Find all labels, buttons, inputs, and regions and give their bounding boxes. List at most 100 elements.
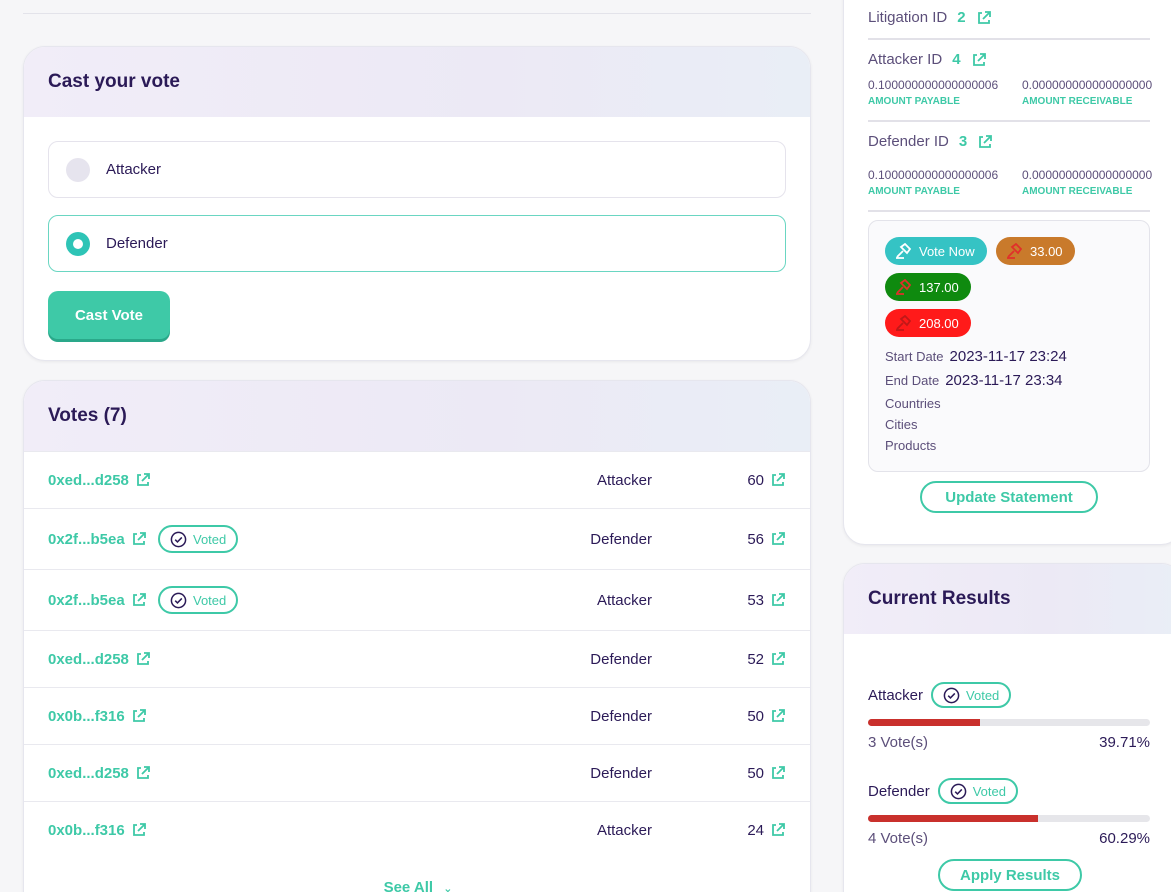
voter-address: 0x0b...f316 [48, 821, 125, 839]
countries-label: Countries [885, 396, 941, 411]
attacker-id-label: Attacker ID [868, 51, 943, 68]
vote-value-link[interactable]: 53 [747, 592, 786, 609]
divider [868, 38, 1150, 40]
current-results-title: Current Results [844, 564, 1171, 634]
vote-side: Attacker [596, 821, 652, 839]
gavel-icon [896, 315, 911, 331]
external-link-icon[interactable] [131, 531, 147, 547]
external-link-icon[interactable] [131, 708, 147, 724]
gavel-icon [896, 279, 911, 295]
vote-value-link[interactable]: 52 [747, 651, 786, 668]
voter-address-link[interactable]: 0x0b...f316 [48, 708, 158, 725]
radio-attacker[interactable] [66, 157, 90, 182]
external-link-icon[interactable] [770, 708, 786, 724]
defender-votes-count: 4 Vote(s) [868, 830, 929, 847]
attacker-progress-bar [868, 719, 1150, 726]
end-date-row: End Date 2023-11-17 23:34 [885, 372, 1063, 389]
option-attacker[interactable]: Attacker [48, 141, 786, 198]
external-link-icon[interactable] [131, 822, 147, 838]
external-link-icon[interactable] [971, 52, 987, 68]
attacker-votes-count: 3 Vote(s) [868, 734, 929, 751]
votes-title: Votes (7) [24, 381, 810, 451]
voter-address-link[interactable]: 0x2f...b5ea [48, 592, 158, 609]
voter-address-link[interactable]: 0x2f...b5ea [48, 531, 158, 548]
external-link-icon[interactable] [770, 592, 786, 608]
vote-row: 0xed...d258 Attacker 60 [24, 451, 810, 508]
voter-address-link[interactable]: 0xed...d258 [48, 472, 158, 489]
vote-value-link[interactable]: 50 [747, 765, 786, 782]
stake-orange-badge: 33.00 [996, 237, 1075, 265]
external-link-icon[interactable] [977, 134, 993, 150]
vote-value-link[interactable]: 60 [747, 472, 786, 489]
external-link-icon[interactable] [131, 592, 147, 608]
attacker-result-footer: 3 Vote(s) 39.71% [868, 734, 1150, 751]
stake-green-badge: 137.00 [885, 273, 971, 301]
divider [868, 210, 1150, 212]
vote-value-link[interactable]: 50 [747, 708, 786, 725]
voted-badge: Voted [158, 586, 239, 614]
option-defender[interactable]: Defender [48, 215, 786, 272]
litigation-id-label: Litigation ID [868, 9, 948, 26]
check-circle-icon [170, 531, 187, 548]
external-link-icon[interactable] [135, 765, 151, 781]
litigation-id-value: 2 [957, 9, 966, 26]
defender-amount-receivable: 0.000000000000000000 [1022, 168, 1153, 182]
vote-row: 0x2f...b5ea Voted Attacker 53 [24, 569, 810, 630]
result-attacker-label: Attacker [868, 686, 924, 704]
votes-card: Votes (7) 0xed...d258 Attacker 60 0x2f...b5… [23, 380, 811, 892]
voter-address-link[interactable]: 0xed...d258 [48, 651, 158, 668]
vote-value-link[interactable]: 24 [747, 822, 786, 839]
vote-row: 0x0b...f316 Defender 50 [24, 687, 810, 744]
see-all-link[interactable]: See All ⌄ [24, 879, 810, 892]
check-circle-icon [950, 783, 967, 799]
vote-value: 52 [747, 650, 764, 668]
external-link-icon[interactable] [135, 651, 151, 667]
vote-row: 0xed...d258 Defender 52 [24, 630, 810, 687]
cities-label: Cities [885, 417, 918, 432]
voted-label: Voted [972, 783, 1006, 799]
voter-address: 0xed...d258 [48, 650, 129, 668]
amount-payable-label: AMOUNT PAYABLE [868, 96, 960, 107]
defender-percent: 60.29% [1099, 830, 1150, 847]
radio-defender[interactable] [66, 231, 90, 256]
vote-value: 24 [747, 821, 764, 839]
end-date-value: 2023-11-17 23:34 [945, 372, 1063, 389]
stake-red-value: 208.00 [919, 315, 959, 331]
check-circle-icon [170, 592, 187, 609]
external-link-icon[interactable] [976, 10, 992, 26]
external-link-icon[interactable] [770, 472, 786, 488]
result-defender-label: Defender [868, 782, 930, 800]
voted-badge: Voted [931, 682, 1012, 708]
external-link-icon[interactable] [770, 765, 786, 781]
attacker-percent: 39.71% [1099, 734, 1150, 751]
voter-address-link[interactable]: 0xed...d258 [48, 765, 158, 782]
check-circle-icon [943, 687, 960, 703]
external-link-icon[interactable] [770, 822, 786, 838]
vote-value: 50 [747, 707, 764, 725]
voted-badge: Voted [937, 778, 1018, 804]
start-date-value: 2023-11-17 23:24 [949, 348, 1067, 365]
defender-id-value: 3 [958, 133, 968, 150]
vote-value-link[interactable]: 56 [747, 531, 786, 548]
attacker-progress-fill [868, 719, 980, 726]
vote-now-button[interactable]: Vote Now [885, 237, 987, 265]
voter-address: 0x2f...b5ea [48, 530, 125, 548]
vote-now-label: Vote Now [919, 243, 975, 259]
external-link-icon[interactable] [135, 472, 151, 488]
vote-side: Defender [590, 530, 652, 548]
update-statement-button[interactable]: Update Statement [920, 481, 1098, 513]
vote-side: Defender [590, 707, 652, 725]
voted-label: Voted [193, 592, 227, 608]
cast-vote-button[interactable]: Cast Vote [48, 291, 170, 339]
vote-side: Defender [590, 650, 652, 668]
voter-address-link[interactable]: 0x0b...f316 [48, 822, 158, 839]
vote-row: 0x0b...f316 Attacker 24 [24, 801, 810, 858]
apply-results-button[interactable]: Apply Results [938, 859, 1082, 891]
vote-value: 50 [747, 764, 764, 782]
see-all-label: See All [383, 879, 434, 892]
result-attacker-row: Attacker Voted [868, 682, 1012, 708]
external-link-icon[interactable] [770, 651, 786, 667]
external-link-icon[interactable] [770, 531, 786, 547]
current-results-card: Current Results Attacker Voted 3 Vote(s)… [843, 563, 1171, 892]
vote-row: 0x2f...b5ea Voted Defender 56 [24, 508, 810, 569]
